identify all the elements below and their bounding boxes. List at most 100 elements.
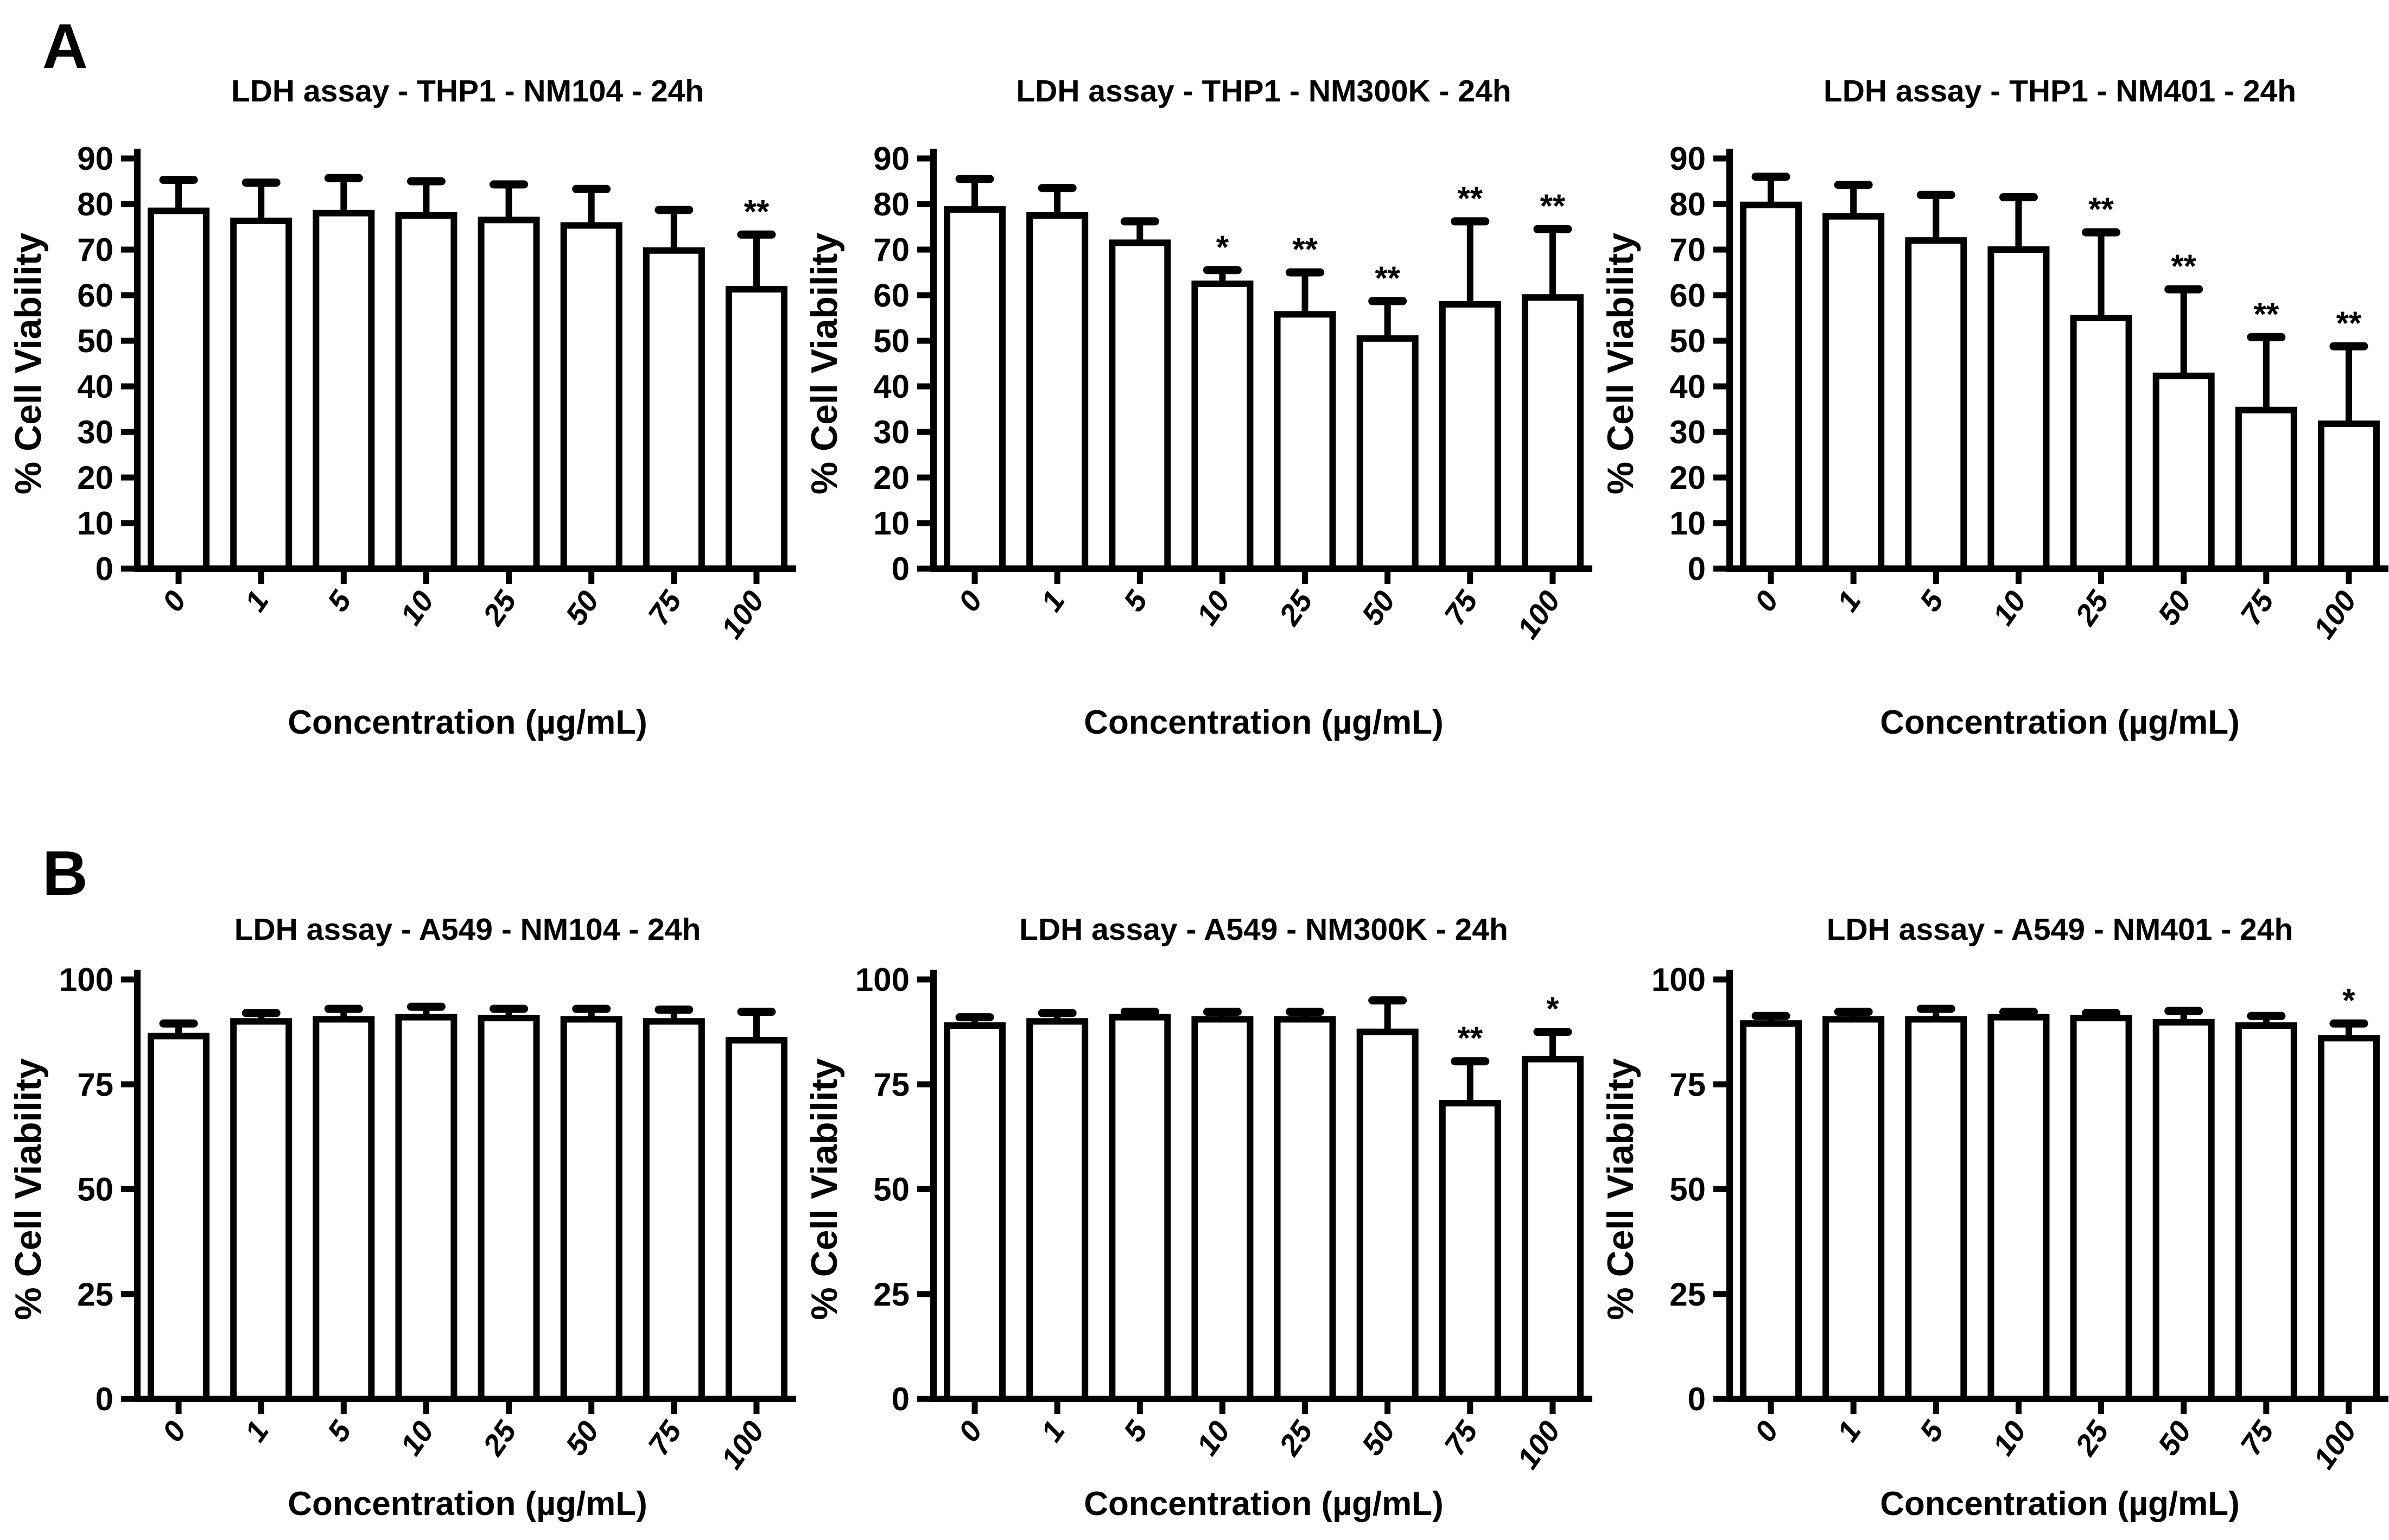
chart-cell-a1: LDH assay - THP1 - NM104 - 24h % Cell Via…: [0, 0, 796, 770]
bar: [2152, 1019, 2215, 1402]
bar: [230, 1018, 293, 1402]
x-tick-label: 5: [1117, 1414, 1154, 1448]
bar: [1822, 213, 1885, 572]
y-tick-label: 10: [77, 505, 113, 542]
chart-cell-b2: LDH assay - A549 - NM300K - 24h % Cell Vi…: [796, 847, 1592, 1540]
x-tick-label: 75: [641, 1414, 689, 1461]
x-tick-label: 50: [559, 1415, 606, 1461]
y-tick-label: 80: [1669, 186, 1706, 222]
x-tick-label: 75: [641, 584, 689, 631]
y-axis-title: % Cell Viability: [804, 233, 845, 495]
x-tick-label: 25: [2068, 584, 2115, 632]
y-tick-label: 50: [1669, 1172, 1706, 1208]
y-tick-label: 50: [873, 323, 910, 359]
bar: [1521, 1055, 1584, 1402]
x-tick-label: 1: [1831, 1415, 1867, 1448]
y-tick-label: 20: [1669, 460, 1706, 496]
bar: [148, 1033, 210, 1403]
chart-cell-b3: LDH assay - A549 - NM401 - 24h % Cell Via…: [1592, 847, 2388, 1540]
row-b: LDH assay - A549 - NM104 - 24h % Cell Via…: [0, 847, 2389, 1540]
bar: [313, 209, 375, 572]
chart-thp1-nm401: LDH assay - THP1 - NM401 - 24h % Cell Via…: [1600, 74, 2388, 741]
x-tick-label: 50: [2151, 584, 2198, 631]
y-tick-label: 50: [77, 323, 113, 359]
x-tick-label: 75: [2234, 584, 2281, 631]
y-tick-label: 40: [873, 368, 910, 405]
significance-marker: **: [2336, 305, 2362, 341]
x-tick-label: 50: [2151, 1415, 2198, 1461]
x-tick-label: 10: [393, 1415, 440, 1461]
y-tick-label: 90: [1669, 141, 1706, 177]
y-tick-label: 75: [1669, 1066, 1706, 1103]
significance-marker: **: [2088, 191, 2114, 227]
chart-title: LDH assay - THP1 - NM401 - 24h: [1823, 74, 2296, 109]
significance-marker: **: [2253, 296, 2279, 332]
x-axis-title: Concentration (µg/mL): [288, 1485, 647, 1523]
y-tick-label: 30: [873, 414, 910, 450]
y-tick-label: 0: [892, 1381, 910, 1417]
significance-marker: *: [2342, 982, 2355, 1019]
significance-marker: **: [1375, 260, 1400, 296]
y-tick-label: 50: [1669, 323, 1706, 359]
x-tick-label: 0: [1748, 584, 1786, 618]
y-tick-label: 60: [873, 277, 910, 314]
y-tick-label: 25: [1669, 1276, 1706, 1313]
significance-marker: *: [1546, 991, 1559, 1027]
x-tick-label: 25: [476, 584, 523, 632]
bar: [148, 207, 210, 572]
y-tick-label: 0: [892, 551, 910, 587]
bar: [1740, 1020, 1802, 1403]
bar: [313, 1016, 375, 1402]
y-tick-label: 40: [77, 368, 113, 405]
x-tick-label: 100: [2307, 1415, 2363, 1475]
y-tick-label: 0: [1688, 1381, 1706, 1417]
chart-title: LDH assay - THP1 - NM104 - 24h: [231, 74, 704, 109]
x-tick-label: 25: [2068, 1414, 2115, 1462]
x-tick-label: 1: [238, 1415, 275, 1448]
bar: [1905, 1016, 1967, 1402]
bar: [1987, 246, 2050, 572]
y-axis-title: % Cell Viability: [8, 1058, 49, 1320]
x-tick-label: 0: [156, 584, 193, 618]
y-tick-label: 100: [1651, 962, 1706, 998]
significance-marker: **: [1292, 231, 1318, 268]
x-tick-label: 0: [952, 1415, 989, 1448]
x-tick-label: 100: [1510, 584, 1567, 645]
y-tick-label: 60: [77, 277, 113, 314]
bar: [230, 218, 293, 572]
y-tick-label: 90: [77, 141, 113, 177]
x-tick-label: 10: [1986, 584, 2032, 631]
y-axis-title: % Cell Viability: [1600, 1058, 1641, 1320]
y-tick-label: 30: [77, 414, 113, 450]
x-tick-label: 50: [559, 584, 606, 631]
chart-a549-nm300k: LDH assay - A549 - NM300K - 24h % Cell Vi…: [804, 912, 1592, 1523]
y-tick-label: 20: [77, 460, 113, 496]
y-tick-label: 75: [77, 1066, 113, 1103]
bar: [560, 222, 622, 572]
y-tick-label: 70: [873, 232, 910, 268]
x-tick-label: 1: [1034, 1415, 1071, 1448]
bar: [725, 1037, 787, 1402]
bar: [944, 1022, 1006, 1402]
x-tick-label: 25: [1272, 584, 1319, 632]
bar: [1740, 201, 1802, 572]
bar: [643, 247, 705, 572]
bar: [1026, 212, 1089, 572]
row-a: LDH assay - THP1 - NM104 - 24h % Cell Via…: [0, 0, 2388, 770]
y-tick-label: 60: [1669, 277, 1706, 314]
bar: [2235, 1022, 2297, 1402]
x-tick-label: 100: [1510, 1415, 1567, 1475]
bar: [2070, 315, 2132, 572]
x-tick-label: 5: [1913, 584, 1950, 618]
bar: [395, 1014, 458, 1402]
y-tick-label: 75: [873, 1066, 910, 1103]
x-axis-title: Concentration (µg/mL): [1880, 704, 2240, 741]
x-tick-label: 100: [714, 1415, 771, 1475]
bar: [2317, 1035, 2380, 1403]
chart-title: LDH assay - THP1 - NM300K - 24h: [1016, 74, 1511, 109]
x-tick-label: 100: [714, 584, 771, 645]
bar: [1439, 1100, 1501, 1403]
y-axis-title: % Cell Viability: [1600, 233, 1641, 495]
bar: [2235, 406, 2297, 572]
significance-marker: **: [2171, 248, 2196, 284]
